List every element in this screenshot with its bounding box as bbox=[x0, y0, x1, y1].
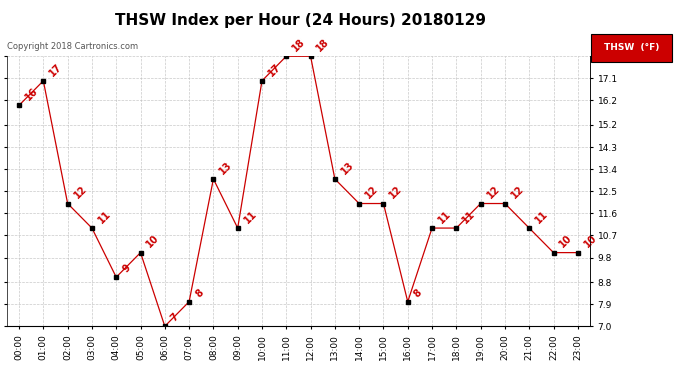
Text: 12: 12 bbox=[364, 184, 380, 201]
Text: 13: 13 bbox=[339, 160, 355, 176]
Text: 10: 10 bbox=[558, 233, 574, 250]
Text: 17: 17 bbox=[266, 62, 283, 78]
Text: THSW  (°F): THSW (°F) bbox=[604, 44, 659, 52]
Text: 13: 13 bbox=[217, 160, 234, 176]
Text: 17: 17 bbox=[48, 62, 64, 78]
Text: 8: 8 bbox=[412, 287, 424, 299]
Text: 16: 16 bbox=[23, 86, 40, 103]
Text: 10: 10 bbox=[145, 233, 161, 250]
Text: 12: 12 bbox=[388, 184, 404, 201]
Text: Copyright 2018 Cartronics.com: Copyright 2018 Cartronics.com bbox=[7, 42, 138, 51]
Text: 9: 9 bbox=[120, 262, 132, 274]
Text: 8: 8 bbox=[193, 287, 205, 299]
Text: 10: 10 bbox=[582, 233, 599, 250]
Text: THSW Index per Hour (24 Hours) 20180129: THSW Index per Hour (24 Hours) 20180129 bbox=[115, 13, 486, 28]
Text: 11: 11 bbox=[242, 209, 259, 225]
Text: 18: 18 bbox=[315, 37, 331, 54]
Text: 11: 11 bbox=[436, 209, 453, 225]
Text: 7: 7 bbox=[169, 312, 181, 324]
Text: 11: 11 bbox=[533, 209, 550, 225]
Text: 12: 12 bbox=[509, 184, 526, 201]
Text: 11: 11 bbox=[96, 209, 112, 225]
Text: 12: 12 bbox=[485, 184, 502, 201]
Text: 18: 18 bbox=[290, 37, 307, 54]
Text: 12: 12 bbox=[72, 184, 88, 201]
Text: 11: 11 bbox=[460, 209, 477, 225]
